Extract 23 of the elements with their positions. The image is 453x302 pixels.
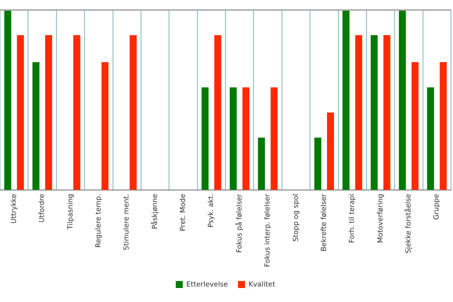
bar bbox=[440, 62, 447, 190]
bar bbox=[4, 10, 12, 190]
bar bbox=[412, 62, 419, 190]
bar bbox=[270, 87, 278, 190]
bar bbox=[230, 87, 237, 190]
bar bbox=[258, 138, 265, 190]
bar bbox=[45, 35, 52, 190]
bar bbox=[102, 62, 108, 190]
bar bbox=[130, 35, 137, 190]
bar bbox=[314, 138, 322, 190]
bar bbox=[398, 10, 406, 190]
bar bbox=[355, 35, 362, 190]
bar bbox=[214, 35, 222, 190]
bar bbox=[327, 112, 334, 190]
bar bbox=[73, 35, 80, 190]
bar bbox=[202, 87, 209, 190]
bar bbox=[16, 35, 24, 190]
bar bbox=[32, 62, 40, 190]
bar bbox=[370, 35, 378, 190]
bar bbox=[342, 10, 350, 190]
bar bbox=[242, 87, 250, 190]
bar bbox=[427, 87, 434, 190]
bar bbox=[383, 35, 390, 190]
